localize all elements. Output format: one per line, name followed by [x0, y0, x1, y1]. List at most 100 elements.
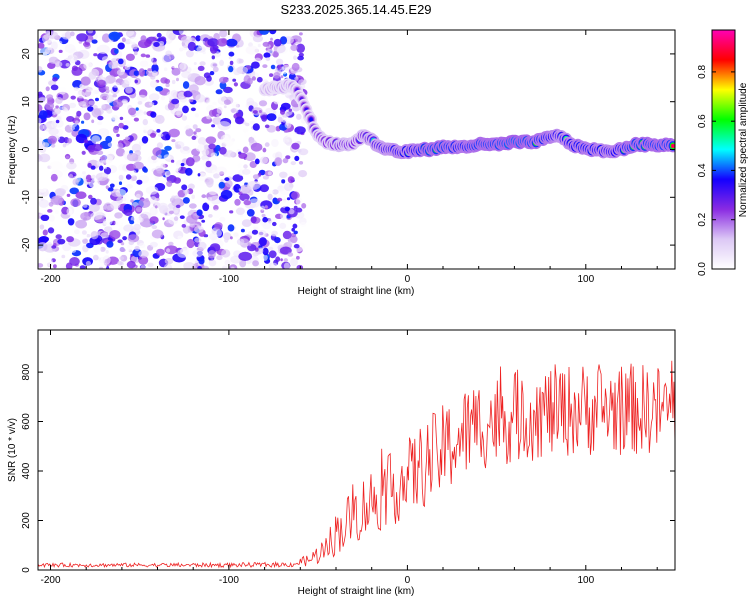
spectrogram-cell	[177, 248, 189, 258]
spectrogram-cell	[194, 237, 202, 243]
spectrogram-cell	[55, 119, 60, 124]
spectrogram-cell	[133, 161, 144, 170]
spectrogram-cell	[249, 120, 255, 125]
spectrogram-cell	[147, 68, 152, 72]
spectrogram-cell	[76, 110, 82, 117]
spectrogram-cell	[272, 221, 277, 227]
spectrogram-cell	[148, 93, 160, 101]
spectrogram-cell	[72, 178, 79, 186]
spectrogram-cell	[198, 257, 205, 265]
colorbar: 0.0 0.2 0.4 0.6 0.8 Normalized spectral ampl…	[697, 29, 749, 276]
spectrogram-y-tick-label: 10	[21, 96, 32, 108]
spectrogram-cell	[83, 41, 91, 47]
spectrogram-cell	[177, 95, 183, 100]
spectrogram-cell	[140, 35, 147, 43]
spectrogram-cell	[114, 48, 119, 54]
spectrogram-cell	[164, 257, 174, 265]
spectrogram-cell	[162, 217, 165, 221]
spectrogram-cell	[279, 36, 288, 45]
spectrogram-cell	[264, 124, 270, 129]
spectrogram-cell	[88, 224, 95, 231]
spectrogram-cell	[83, 62, 93, 70]
spectrogram-cell	[51, 245, 57, 249]
spectrogram-cell	[91, 143, 103, 152]
spectrogram-cell	[293, 55, 297, 60]
spectrogram-cell	[134, 79, 138, 84]
spectrogram-cell	[247, 242, 252, 247]
spectrogram-cell	[280, 200, 291, 209]
spectrogram-cell	[128, 107, 137, 116]
spectrogram-cell	[120, 86, 125, 90]
spectrogram-cell	[50, 41, 58, 50]
spectrogram-cell	[237, 122, 245, 131]
spectrogram-cell	[213, 173, 220, 179]
spectrogram-cell	[264, 205, 268, 209]
spectrogram-cell	[261, 213, 266, 218]
spectrogram-cell	[153, 42, 160, 47]
spectrogram-cell	[277, 64, 282, 70]
spectrogram-cell	[90, 165, 96, 170]
spectrogram-cell	[223, 86, 233, 94]
spectrogram-cell	[173, 177, 181, 184]
spectrogram-cell	[70, 95, 76, 100]
spectrogram-cell	[258, 110, 262, 113]
spectrogram-x-ticks: -200 -100 0 100	[40, 30, 658, 285]
spectrogram-cell	[105, 135, 113, 143]
spectrogram-cell	[130, 199, 134, 203]
spectrogram-cell	[187, 183, 195, 190]
spectrogram-cell	[241, 219, 252, 228]
spectrogram-cell	[79, 173, 87, 179]
spectrogram-cell	[39, 224, 45, 230]
spectrogram-cell	[52, 195, 64, 204]
spectrogram-cell	[164, 170, 171, 177]
spectrogram-cell	[192, 124, 198, 130]
spectrogram-cell	[271, 230, 278, 236]
spectrogram-cell	[175, 144, 182, 150]
spectrogram-cell	[219, 30, 228, 38]
spectrogram-cell	[250, 142, 263, 152]
spectrogram-cell	[288, 108, 292, 112]
spectrogram-cell	[168, 53, 175, 60]
spectrogram-cell	[149, 102, 155, 106]
spectrogram-cell	[246, 97, 255, 107]
spectrogram-cell	[243, 32, 249, 38]
spectrogram-cell	[45, 257, 53, 267]
snr-y-tick-label: 600	[21, 413, 32, 430]
spectrogram-cell	[156, 142, 163, 149]
spectrogram-cell	[66, 193, 71, 197]
spectrogram-cell	[97, 128, 110, 137]
spectrogram-cell	[214, 222, 223, 230]
spectrogram-y-axis-label: Frequency (Hz)	[7, 116, 18, 185]
spectrogram-cell	[229, 210, 234, 214]
spectrogram-cell	[125, 60, 130, 64]
spectrogram-cell	[39, 213, 43, 217]
spectrogram-cell	[182, 45, 188, 51]
snr-y-tick-label: 200	[21, 512, 32, 529]
spectrogram-cell	[39, 46, 51, 56]
spectrogram-cell	[279, 171, 288, 178]
spectrogram-cell	[199, 61, 206, 66]
spectrogram-cell	[101, 56, 110, 62]
spectrogram-cell	[129, 169, 137, 177]
spectrogram-cell	[220, 189, 233, 200]
snr-x-tick-label: -100	[219, 575, 239, 586]
spectrogram-cell	[119, 256, 125, 261]
spectrogram-cell	[126, 152, 139, 162]
spectrogram-cell	[87, 30, 94, 34]
spectrogram-cell	[58, 49, 63, 54]
spectrogram-cell	[182, 146, 190, 151]
spectrogram-cell	[47, 31, 59, 39]
spectrogram-cell	[55, 105, 59, 109]
spectrogram-cell	[152, 147, 162, 157]
spectrogram-cell	[194, 113, 199, 118]
spectrogram-cell	[155, 205, 158, 209]
spectrogram-cell	[243, 200, 252, 206]
spectrogram-cell	[99, 140, 112, 150]
spectrogram-cell	[284, 138, 290, 143]
colorbar-tick-label: 0.6	[697, 114, 708, 128]
spectrogram-cell	[251, 76, 256, 81]
spectrogram-cell	[280, 102, 291, 110]
spectrogram-cell	[209, 71, 215, 76]
spectrogram-cell	[101, 105, 106, 110]
